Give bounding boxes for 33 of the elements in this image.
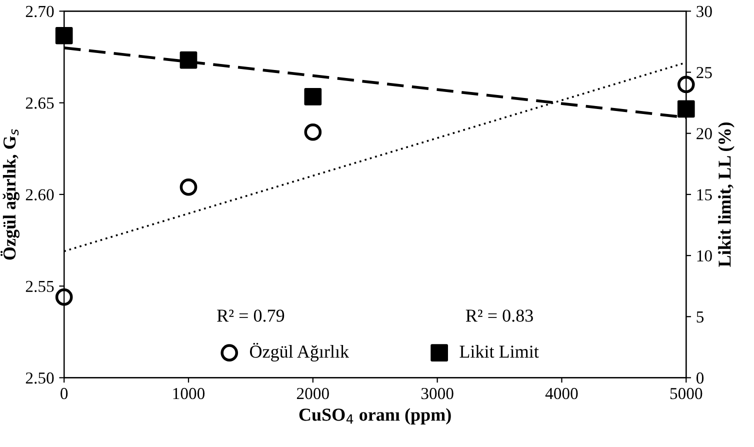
y2-axis-title: Likit limit, LL (%) <box>718 122 734 267</box>
y2-tick-label: 10 <box>697 250 712 262</box>
y-tick-label: 2.70 <box>26 6 54 18</box>
point <box>180 178 198 196</box>
y-axis-title: Özgül ağırlık, G$_{s}$ <box>0 129 20 260</box>
y2-tick-label: 30 <box>696 6 712 18</box>
x-tick-label: 5000 <box>670 388 702 400</box>
y-tick-label: 2.60 <box>26 189 54 200</box>
y-tick-label: 2.55 <box>26 280 54 292</box>
point <box>677 76 695 94</box>
point <box>304 88 322 106</box>
x-axis-title: CuSO$_{4}$ oranı (ppm) <box>299 408 451 424</box>
annotation: R² = 0.83 <box>466 310 533 322</box>
point <box>304 123 322 141</box>
x-tick-label: 1000 <box>173 388 205 400</box>
x-tick-label: 4000 <box>545 388 578 400</box>
y-tick-label: 2.50 <box>26 372 54 384</box>
point <box>55 288 73 306</box>
point <box>180 51 198 69</box>
y2-tick-label: 5 <box>696 311 704 323</box>
x-tick-label: 2000 <box>296 388 329 400</box>
point <box>677 100 695 118</box>
y2-tick-label: 25 <box>696 67 712 78</box>
x-tick-label: 3000 <box>421 388 454 400</box>
legend-label: Özgül Ağırlık <box>250 342 350 362</box>
y-tick-label: 2.65 <box>26 98 54 109</box>
legend-label: Likit Limit <box>460 345 539 358</box>
y2-tick-label: 0 <box>696 372 704 384</box>
point <box>55 26 73 44</box>
y2-tick-label: 20 <box>696 128 712 140</box>
x-tick-label: 0 <box>60 388 68 400</box>
annotation: R² = 0.79 <box>217 310 284 322</box>
y2-tick-label: 15 <box>697 189 712 200</box>
